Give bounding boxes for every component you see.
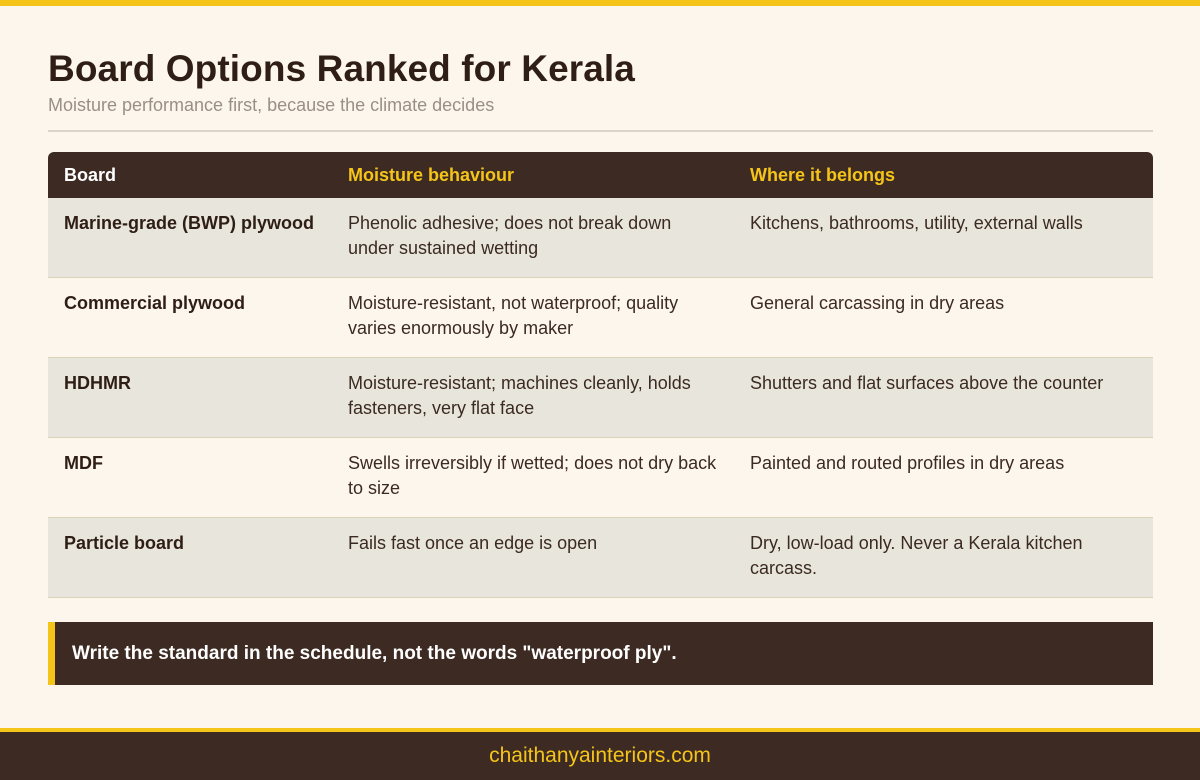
table-row: MDF Swells irreversibly if wetted; does … xyxy=(48,438,1153,518)
cell-belongs: Shutters and flat surfaces above the cou… xyxy=(750,373,1104,393)
table-row: Particle board Fails fast once an edge i… xyxy=(48,518,1153,598)
table-row: HDHMR Moisture-resistant; machines clean… xyxy=(48,358,1153,438)
column-header-board: Board xyxy=(64,164,117,185)
top-accent-bar xyxy=(0,0,1200,6)
cell-belongs: Dry, low-load only. Never a Kerala kitch… xyxy=(750,533,1083,578)
page-subtitle: Moisture performance first, because the … xyxy=(48,95,495,115)
cell-belongs: Kitchens, bathrooms, utility, external w… xyxy=(750,213,1083,233)
cell-board: HDHMR xyxy=(64,373,131,393)
cell-moisture: Moisture-resistant, not waterproof; qual… xyxy=(348,293,679,338)
board-table: Board Moisture behaviour Where it belong… xyxy=(48,152,1153,598)
cell-belongs: Painted and routed profiles in dry areas xyxy=(750,453,1065,473)
footer-site-link[interactable]: chaithanyainteriors.com xyxy=(489,744,711,767)
column-header-moisture: Moisture behaviour xyxy=(348,164,515,185)
callout-text: Write the standard in the schedule, not … xyxy=(72,642,677,664)
cell-moisture: Swells irreversibly if wetted; does not … xyxy=(348,453,717,498)
cell-board: Marine-grade (BWP) plywood xyxy=(64,213,315,233)
cell-belongs: General carcassing in dry areas xyxy=(750,293,1005,313)
cell-moisture: Moisture-resistant; machines cleanly, ho… xyxy=(348,373,691,418)
table-row: Commercial plywood Moisture-resistant, n… xyxy=(48,278,1153,358)
header-divider xyxy=(48,130,1153,132)
page-title: Board Options Ranked for Kerala xyxy=(48,48,635,89)
footer: chaithanyainteriors.com xyxy=(0,728,1200,780)
cell-moisture: Phenolic adhesive; does not break down u… xyxy=(348,213,672,258)
cell-board: Commercial plywood xyxy=(64,293,246,313)
table-row: Marine-grade (BWP) plywood Phenolic adhe… xyxy=(48,198,1153,278)
callout-box: Write the standard in the schedule, not … xyxy=(48,622,1153,685)
table-header: Board Moisture behaviour Where it belong… xyxy=(48,152,1153,198)
cell-moisture: Fails fast once an edge is open xyxy=(348,533,598,553)
column-header-belongs: Where it belongs xyxy=(750,164,896,185)
cell-board: MDF xyxy=(64,453,103,473)
cell-board: Particle board xyxy=(64,533,185,553)
